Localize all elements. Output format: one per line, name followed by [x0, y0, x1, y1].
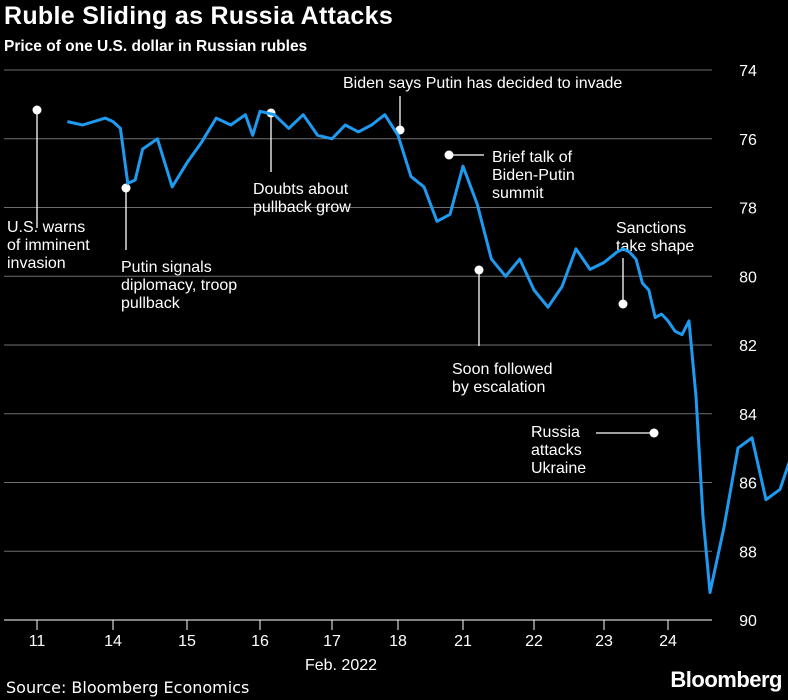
annotation-dot — [649, 428, 659, 438]
annotation-text: Doubts about — [253, 181, 349, 198]
gridlines — [4, 69, 712, 621]
x-tick-label: 24 — [659, 633, 677, 650]
annotation-text: take shape — [616, 238, 694, 255]
x-tick-label: 11 — [29, 633, 46, 650]
annotation-text: Sanctions — [616, 220, 686, 237]
annotation-text: Russia — [531, 424, 580, 441]
chart-subtitle: Price of one U.S. dollar in Russian rubl… — [4, 38, 308, 55]
x-tick-label: 17 — [323, 633, 341, 650]
y-tick-label: 80 — [739, 269, 757, 286]
annotation-text: Soon followed — [452, 361, 553, 378]
annotation-text: Biden says Putin has decided to invade — [343, 75, 622, 92]
annotation-text: U.S. warns — [7, 219, 85, 236]
y-tick-label: 82 — [739, 338, 757, 355]
annotation-text: Putin signals — [121, 259, 212, 276]
annotation-text: by escalation — [452, 379, 545, 396]
x-axis: 11 14 15 16 17 18 21 22 23 24 — [29, 620, 677, 650]
annotation-text: attacks — [531, 442, 582, 459]
y-tick-label: 86 — [739, 476, 757, 493]
annotation-text: Ukraine — [531, 460, 586, 477]
annotation-text: invasion — [7, 255, 66, 272]
y-axis-labels: 74 76 78 80 82 84 86 88 90 — [739, 63, 757, 630]
chart-title: Ruble Sliding as Russia Attacks — [4, 2, 394, 30]
annotation-dot — [121, 183, 131, 193]
x-tick-label: 21 — [454, 633, 472, 650]
y-tick-label: 84 — [739, 407, 757, 424]
annotation-dot — [474, 265, 484, 275]
bloomberg-logo: Bloomberg — [670, 667, 782, 692]
annotation-text: pullback grow — [253, 199, 351, 216]
y-tick-label: 88 — [739, 544, 757, 561]
y-tick-label: 76 — [739, 132, 757, 149]
series-line — [67, 109, 788, 594]
annotation-text: Brief talk of — [492, 149, 573, 166]
annotation-dot — [32, 105, 42, 115]
x-tick-label: 23 — [595, 633, 613, 650]
y-tick-label: 78 — [739, 201, 757, 218]
x-tick-label: 15 — [178, 633, 196, 650]
annotation-text: of imminent — [7, 237, 90, 254]
y-tick-label: 90 — [739, 613, 757, 630]
x-tick-label: 18 — [389, 633, 407, 650]
source-note: Source: Bloomberg Economics — [6, 678, 250, 697]
x-tick-label: 16 — [251, 633, 269, 650]
x-axis-label: Feb. 2022 — [305, 657, 377, 674]
x-tick-label: 14 — [104, 633, 122, 650]
annotation-dot — [444, 150, 454, 160]
annotation-text: summit — [492, 185, 544, 202]
y-tick-label: 74 — [739, 63, 757, 80]
annotation-text: diplomacy, troop — [121, 277, 237, 294]
x-tick-label: 22 — [525, 633, 543, 650]
annotation-text: pullback — [121, 295, 181, 312]
annotation-text: Biden-Putin — [492, 167, 575, 184]
annotation-dot — [618, 299, 628, 309]
